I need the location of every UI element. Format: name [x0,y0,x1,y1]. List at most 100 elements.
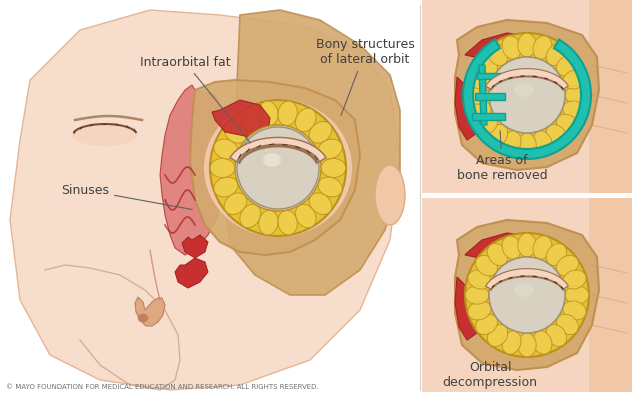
Ellipse shape [556,114,578,135]
Ellipse shape [465,286,489,304]
Circle shape [235,125,321,211]
Ellipse shape [321,158,346,178]
Ellipse shape [210,100,346,236]
Ellipse shape [533,36,552,59]
Ellipse shape [468,301,491,320]
Ellipse shape [565,286,589,304]
Circle shape [489,57,565,133]
Ellipse shape [73,124,138,146]
Polygon shape [10,10,400,390]
Circle shape [489,257,565,333]
Ellipse shape [468,70,491,89]
Ellipse shape [487,324,507,346]
Polygon shape [135,297,165,326]
Ellipse shape [487,43,507,66]
Text: © MAYO FOUNDATION FOR MEDICAL EDUCATION AND RESEARCH. ALL RIGHTS RESERVED.: © MAYO FOUNDATION FOR MEDICAL EDUCATION … [6,384,319,390]
Circle shape [489,257,565,333]
Polygon shape [455,77,482,140]
Ellipse shape [502,331,521,354]
Ellipse shape [214,139,238,159]
Ellipse shape [468,270,491,289]
Polygon shape [589,198,632,392]
Ellipse shape [563,270,586,289]
Ellipse shape [258,101,278,126]
Ellipse shape [375,165,405,225]
Ellipse shape [240,108,260,132]
Polygon shape [455,277,482,340]
Ellipse shape [556,55,578,76]
Text: Orbital
decompression: Orbital decompression [442,361,537,389]
Polygon shape [212,100,270,138]
Ellipse shape [214,177,238,197]
Ellipse shape [309,122,332,143]
Polygon shape [190,80,360,255]
Ellipse shape [556,314,578,335]
Text: Bony structures
of lateral orbit: Bony structures of lateral orbit [315,38,415,115]
Ellipse shape [514,283,534,297]
Ellipse shape [240,204,260,228]
Polygon shape [479,65,487,125]
Ellipse shape [556,256,578,276]
Ellipse shape [487,244,507,265]
Polygon shape [485,269,568,289]
Polygon shape [225,10,400,295]
Polygon shape [455,220,599,370]
Ellipse shape [224,193,246,214]
Polygon shape [477,73,505,79]
Ellipse shape [546,244,566,265]
Ellipse shape [210,158,235,178]
Ellipse shape [546,43,566,66]
Ellipse shape [263,153,281,167]
Ellipse shape [318,139,343,159]
Ellipse shape [514,83,534,97]
Ellipse shape [224,122,246,143]
Polygon shape [422,0,632,193]
Text: Intraorbital fat: Intraorbital fat [140,56,250,143]
Ellipse shape [518,33,536,57]
Polygon shape [485,69,568,89]
Ellipse shape [533,131,552,154]
Polygon shape [455,20,599,170]
Ellipse shape [475,55,497,76]
Polygon shape [465,33,547,65]
Ellipse shape [563,70,586,89]
Ellipse shape [546,324,566,346]
Ellipse shape [518,333,536,357]
Ellipse shape [533,331,552,354]
Circle shape [489,57,565,133]
Polygon shape [182,235,208,258]
Ellipse shape [204,99,352,237]
Ellipse shape [487,124,507,147]
Polygon shape [0,0,420,395]
Ellipse shape [533,236,552,259]
Ellipse shape [518,133,536,157]
Ellipse shape [475,256,497,276]
Polygon shape [422,198,632,392]
Ellipse shape [546,124,566,147]
Ellipse shape [565,86,589,104]
Ellipse shape [468,101,491,120]
Polygon shape [230,137,326,162]
Polygon shape [589,0,632,193]
Polygon shape [422,0,632,395]
Polygon shape [175,258,208,288]
Ellipse shape [465,33,589,157]
Text: Sinuses: Sinuses [61,184,192,209]
Ellipse shape [502,131,521,154]
Ellipse shape [278,101,297,126]
Text: Areas of
bone removed: Areas of bone removed [457,131,547,182]
Polygon shape [475,93,505,100]
Ellipse shape [309,193,332,214]
Polygon shape [472,113,505,120]
Ellipse shape [465,233,589,357]
Ellipse shape [475,114,497,135]
Ellipse shape [502,236,521,259]
Polygon shape [160,85,225,255]
Ellipse shape [295,108,316,132]
Polygon shape [465,233,547,265]
Ellipse shape [295,204,316,228]
Ellipse shape [502,36,521,59]
Ellipse shape [563,301,586,320]
Ellipse shape [518,233,536,257]
Ellipse shape [465,86,489,104]
